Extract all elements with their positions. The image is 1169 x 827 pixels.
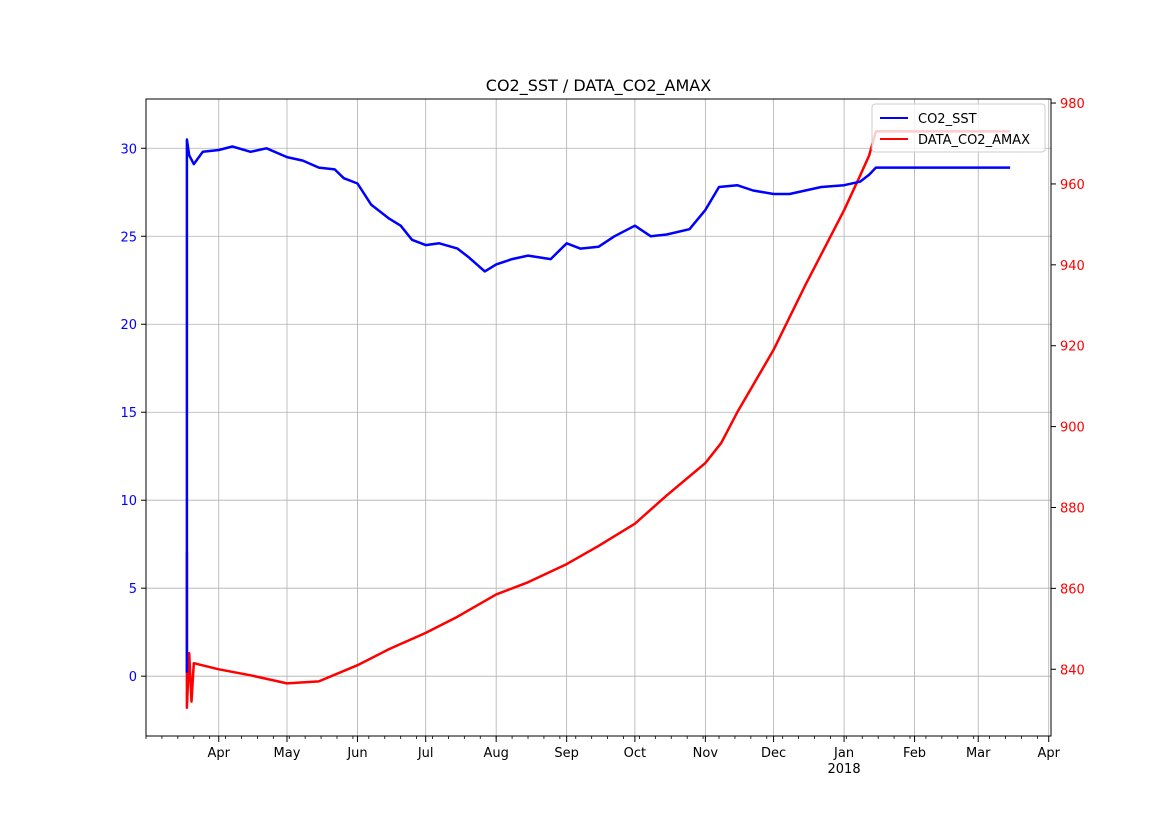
legend: CO2_SST DATA_CO2_AMAX [871, 103, 1046, 153]
plot-frame [145, 98, 1052, 737]
series-layer [185, 130, 1011, 709]
y-left-tick-label: 20 [120, 318, 137, 333]
legend-box [871, 103, 1046, 153]
y-left-tick-label: 10 [120, 494, 137, 509]
x-tick-label: Jul [417, 746, 434, 761]
series-line-co2-sst [185, 138, 1011, 673]
y-left-tick-label: 0 [129, 670, 137, 685]
y-left-tick-label: 30 [120, 142, 137, 157]
x-tick-label: Nov [693, 746, 719, 761]
x-tick-label: Dec [761, 746, 786, 761]
x-tick-sublabel: 2018 [828, 762, 861, 777]
y-left-tick-label: 5 [129, 582, 137, 597]
grid [146, 99, 1051, 736]
y-axis-right: 840 860 880 900 920 940 960 980 [1051, 97, 1085, 678]
x-tick-label: Jun [346, 746, 367, 761]
x-tick-label: Aug [483, 746, 508, 761]
legend-label: CO2_SST [918, 112, 977, 127]
x-tick-label: Sep [554, 746, 579, 761]
x-tick-label: Jan [833, 746, 854, 761]
y-right-tick-label: 860 [1060, 582, 1085, 597]
x-tick-label: Oct [624, 746, 646, 761]
x-tick-label: Apr [1037, 746, 1060, 761]
y-right-tick-label: 880 [1060, 501, 1085, 516]
x-tick-label: Mar [966, 746, 991, 761]
y-right-tick-label: 920 [1060, 340, 1085, 355]
y-right-tick-label: 840 [1060, 663, 1085, 678]
x-tick-label: Apr [208, 746, 231, 761]
y-axis-left: 0 5 10 15 20 25 30 [120, 142, 146, 685]
y-left-tick-label: 15 [120, 406, 137, 421]
y-right-tick-label: 900 [1060, 421, 1085, 436]
chart-title: CO2_SST / DATA_CO2_AMAX [486, 76, 711, 96]
x-tick-label: Feb [903, 746, 926, 761]
y-right-tick-label: 980 [1060, 97, 1085, 112]
y-right-tick-label: 940 [1060, 259, 1085, 274]
x-tick-label: May [274, 746, 301, 761]
legend-label: DATA_CO2_AMAX [918, 133, 1030, 148]
series-line-data-co2-amax [185, 130, 1011, 709]
y-right-tick-label: 960 [1060, 178, 1085, 193]
y-left-tick-label: 25 [120, 230, 137, 245]
